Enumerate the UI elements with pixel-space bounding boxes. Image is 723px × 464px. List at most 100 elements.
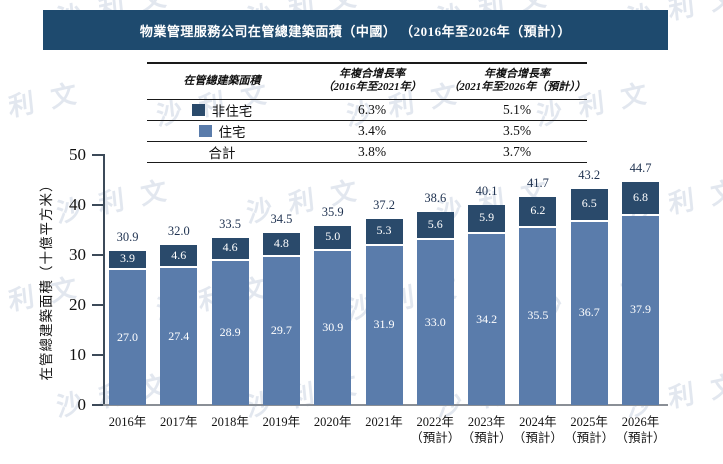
bar-value-residential: 27.0 (117, 329, 138, 344)
x-tick-label: 2016年 (108, 415, 147, 429)
bar-segment-residential-2026年 (622, 215, 659, 405)
legend-series-cell: 非住宅 (147, 99, 297, 121)
cagr-2016-2021-value: 3.4% (297, 120, 447, 142)
bar-total-label: 33.5 (219, 216, 242, 231)
y-axis-line (103, 154, 105, 405)
x-tick-sublabel: （預計） (512, 431, 563, 445)
y-tick-mark (92, 354, 103, 356)
bar-total-label: 44.7 (629, 160, 652, 175)
legend-header-area: 在管總建築面積 (147, 62, 297, 100)
bar-segment-nonresidential-2018年 (211, 237, 249, 259)
y-tick-label: 40 (69, 195, 86, 214)
bar-total-label: 30.9 (116, 229, 139, 244)
bar-segment-residential-2016年 (109, 270, 146, 405)
bar-value-residential: 31.9 (373, 317, 395, 332)
bar-segment-nonresidential-2020年 (314, 225, 352, 249)
legend-series-label: 非住宅 (211, 104, 253, 119)
legend-row-合計: 合計 3.8% 3.7% (147, 141, 587, 163)
y-tick-mark (92, 204, 103, 206)
y-tick-label: 10 (69, 345, 86, 364)
bar-value-nonresidential: 6.2 (530, 203, 546, 217)
legend-row-住宅: 住宅 3.4% 3.5% (147, 120, 587, 142)
bar-segment-nonresidential-2016年 (109, 250, 146, 268)
x-axis-line (95, 404, 668, 406)
cagr-2021-2026-value: 3.5% (447, 120, 587, 142)
bar-segment-residential-2019年 (262, 256, 300, 405)
bar-segment-residential-2018年 (211, 260, 249, 405)
bar-value-nonresidential: 3.9 (120, 251, 135, 266)
bar-value-nonresidential: 6.5 (581, 196, 597, 211)
bar-segment-residential-2024年 (519, 227, 557, 405)
bar-value-nonresidential: 5.6 (427, 217, 443, 231)
legend-series-label: 住宅 (218, 125, 246, 140)
bar-total-label: 32.0 (167, 224, 190, 238)
bar-total-label: 34.5 (270, 211, 293, 226)
bar-segment-residential-2025年 (570, 221, 608, 405)
bar-segment-nonresidential-2023年 (468, 204, 506, 232)
legend-series-group: 住宅 (198, 121, 246, 141)
x-tick-label: 2017年 (160, 415, 198, 429)
bar-total-label: 43.2 (578, 168, 601, 182)
bar-segment-nonresidential-2017年 (160, 245, 198, 266)
bar-value-residential: 34.2 (476, 311, 498, 326)
legend-header-cagr-2016-2021: 年複合增長率 （2016年至2021年） (297, 62, 447, 100)
x-tick-label: 2025年 (570, 415, 608, 429)
bar-segment-nonresidential-2019年 (262, 232, 300, 255)
legend-row-非住宅: 非住宅 6.3% 5.1% (147, 99, 587, 121)
bar-value-residential: 29.7 (270, 322, 292, 337)
bar-value-nonresidential: 5.9 (479, 210, 495, 225)
x-tick-label: 2020年 (313, 415, 352, 429)
legend-series-cell: 合計 (147, 141, 297, 163)
x-tick-sublabel: （預計） (564, 431, 615, 445)
bar-segment-residential-2022年 (416, 240, 454, 405)
legend-swatch-non_residential (191, 104, 205, 116)
chart-title: 物業管理服務公司在管總建築面積（中國） （2016年至2026年（預計）） (139, 23, 572, 39)
cagr-2016-2021-value: 6.3% (297, 99, 447, 121)
bar-value-nonresidential: 4.8 (273, 235, 289, 250)
legend-swatch-residential (198, 125, 212, 137)
bar-value-nonresidential: 5.0 (325, 229, 341, 243)
x-tick-sublabel: （預計） (461, 431, 512, 445)
bar-segment-residential-2021年 (365, 245, 403, 405)
y-tick-label: 50 (69, 145, 86, 164)
cagr-2021-2026-value: 5.1% (447, 99, 587, 121)
bar-segment-nonresidential-2024年 (519, 196, 557, 226)
cagr2-line1: 年複合增長率 (484, 68, 550, 80)
bar-total-label: 37.2 (373, 198, 395, 212)
bar-segment-nonresidential-2026年 (622, 181, 659, 214)
cagr-2021-2026-value: 3.7% (447, 141, 587, 163)
chart-title-bar: 物業管理服務公司在管總建築面積（中國） （2016年至2026年（預計）） (43, 10, 668, 50)
y-tick-mark (92, 254, 103, 256)
bar-segment-nonresidential-2025年 (570, 189, 608, 220)
y-tick-label: 0 (77, 395, 87, 414)
y-tick-mark (92, 154, 103, 156)
bar-segment-residential-2020年 (314, 250, 352, 405)
cagr1-line1: 年複合增長率 (339, 68, 405, 80)
x-tick-label: 2021年 (365, 415, 403, 429)
legend-series-group: 非住宅 (191, 100, 253, 120)
bar-value-nonresidential: 4.6 (222, 240, 238, 254)
bar-value-residential: 33.0 (424, 314, 446, 329)
x-tick-label: 2018年 (211, 415, 249, 429)
bar-total-label: 38.6 (424, 191, 447, 205)
x-tick-label: 2022年 (416, 415, 455, 429)
bar-segment-residential-2017年 (160, 268, 198, 405)
bar-segment-nonresidential-2022年 (416, 212, 454, 238)
bar-total-label: 41.7 (526, 175, 549, 190)
bar-value-nonresidential: 4.6 (171, 247, 187, 262)
bar-segment-nonresidential-2021年 (365, 219, 403, 244)
legend-header-row: 在管總建築面積 年複合增長率 （2016年至2021年） 年複合增長率 （202… (147, 62, 587, 100)
y-tick-label: 30 (69, 245, 86, 264)
bar-value-residential: 35.5 (527, 308, 549, 323)
bar-value-residential: 27.4 (168, 328, 190, 343)
bar-total-label: 35.9 (321, 204, 344, 219)
x-tick-label: 2024年 (519, 415, 557, 429)
bar-value-residential: 28.9 (219, 324, 241, 339)
bar-total-label: 40.1 (475, 183, 498, 198)
bar-value-residential: 36.7 (578, 305, 600, 320)
y-tick-mark (92, 304, 103, 306)
x-tick-label: 2023年 (467, 415, 506, 429)
cagr-legend-table: 在管總建築面積 年複合增長率 （2016年至2021年） 年複合增長率 （202… (147, 62, 587, 163)
